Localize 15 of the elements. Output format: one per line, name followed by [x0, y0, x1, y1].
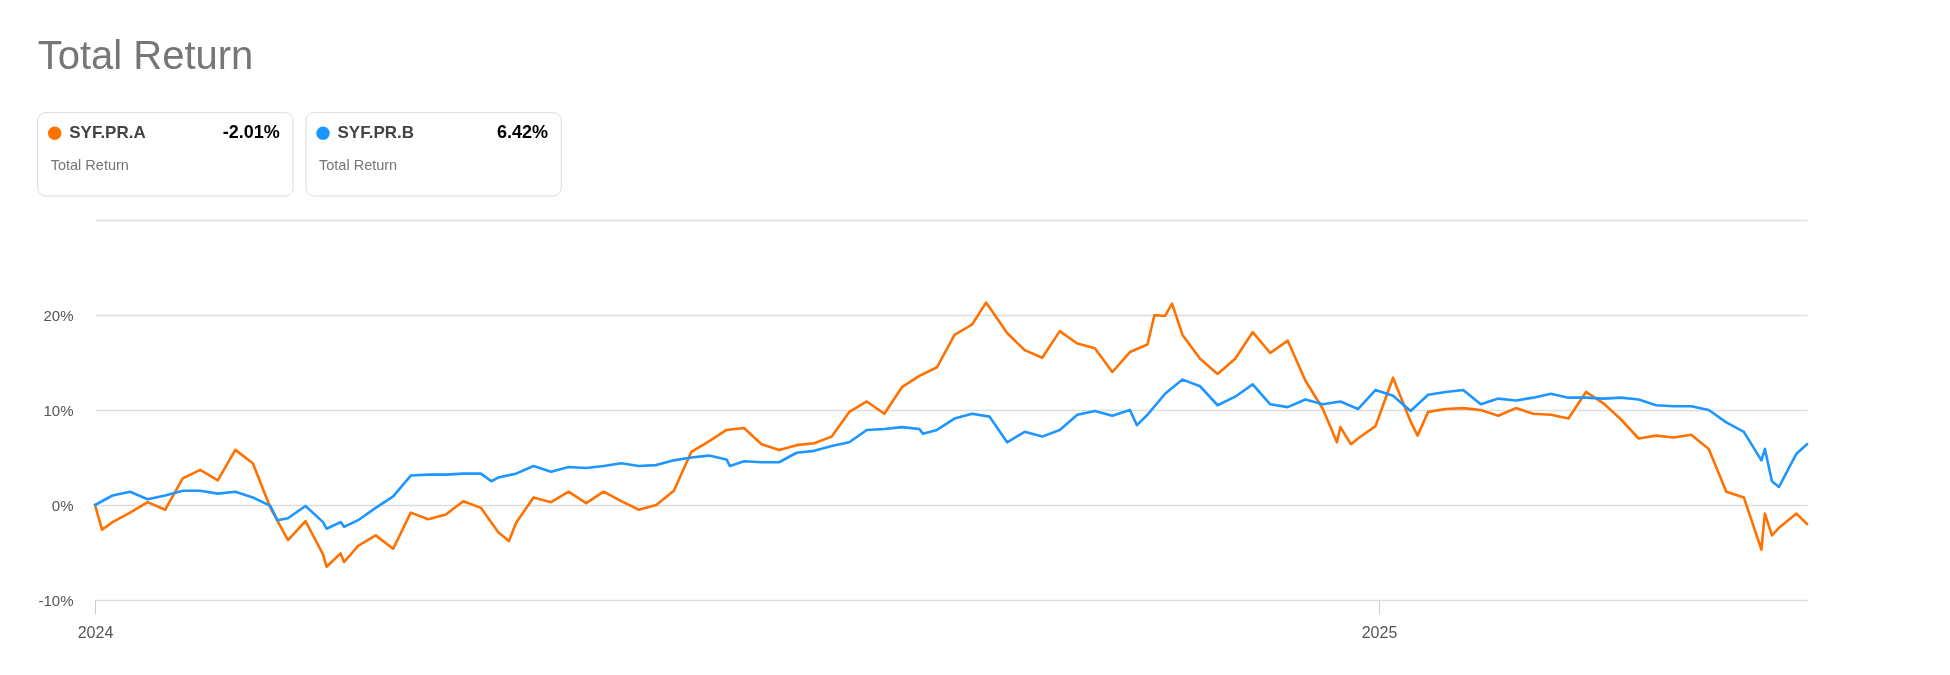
text: 6.42% [496, 122, 548, 143]
line-series [93, 301, 1809, 569]
text: -2.01% [222, 122, 280, 143]
legend-label: SYF.PR.A [69, 123, 146, 143]
x-tick-label: 2024 [77, 623, 114, 641]
legend-label: SYF.PR.B [337, 123, 415, 143]
x-tick-label: 2025 [1361, 623, 1398, 641]
y-tick-label: 0% [51, 496, 74, 514]
line-series [93, 378, 1809, 531]
y-tick-label: 10% [43, 401, 74, 419]
text: Total Return [319, 156, 398, 173]
y-tick-label: 20% [43, 306, 74, 324]
y-tick-label: -10% [38, 591, 74, 609]
text: Total Return [50, 156, 129, 173]
chart-title: Total Return [37, 33, 254, 78]
